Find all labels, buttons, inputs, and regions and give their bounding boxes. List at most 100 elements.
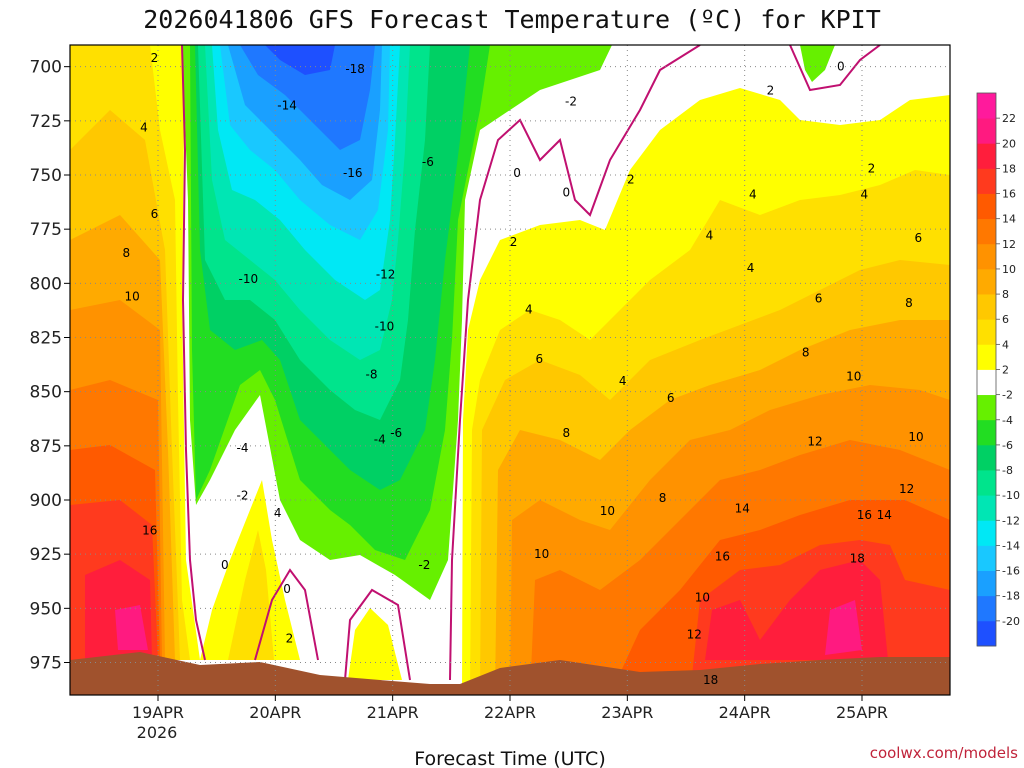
- y-tick-label: 900: [30, 491, 62, 511]
- y-tick-label: 750: [30, 166, 62, 186]
- colorbar-tick-label: 12: [1002, 238, 1016, 251]
- contour-label: 0: [562, 185, 570, 199]
- contour-label: 8: [905, 296, 913, 310]
- contour-label: -18: [345, 62, 365, 76]
- colorbar-tick-label: -4: [1002, 414, 1013, 427]
- zero-line-topright: [789, 45, 881, 92]
- contour-label: 0: [513, 166, 521, 180]
- x-year-label: 2026: [137, 723, 178, 742]
- x-tick-label: 19APR: [132, 703, 184, 722]
- y-tick-label: 875: [30, 437, 62, 457]
- colorbar-swatch: [977, 620, 996, 647]
- x-tick-label: 25APR: [836, 703, 888, 722]
- contour-label: -14: [277, 99, 297, 113]
- warm-band-22: [115, 605, 148, 650]
- contour-labels: 2 4 6 8 10 16 -10 -4 -2 0 4 0 2 -14 -18 -16 -12 -10 -8 -6 -6…: [122, 51, 923, 687]
- colorbar-tick-label: -16: [1002, 565, 1020, 578]
- colorbar-tick-label: -8: [1002, 464, 1013, 477]
- terrain: [70, 652, 950, 695]
- contour-label: 6: [667, 391, 675, 405]
- y-axis: 700 725 750 775 800 825 850 875 900 925 950 975: [30, 58, 70, 674]
- y-tick-label: 975: [30, 654, 62, 674]
- contour-label: 2: [151, 51, 159, 65]
- colorbar-swatch: [977, 470, 996, 496]
- y-tick-label: 725: [30, 112, 62, 132]
- colorbar-tick-label: -12: [1002, 514, 1020, 527]
- contour-label: -6: [390, 426, 402, 440]
- colorbar-tick-label: -6: [1002, 439, 1013, 452]
- colorbar-tick-label: -2: [1002, 389, 1013, 402]
- colorbar-swatch: [977, 168, 996, 194]
- x-tick-label: 23APR: [601, 703, 653, 722]
- y-tick-label: 700: [30, 58, 62, 78]
- warm-right-20: [825, 600, 862, 655]
- y-tick-label: 775: [30, 220, 62, 240]
- plot-area: [70, 45, 950, 695]
- contour-label: -16: [343, 166, 363, 180]
- colorbar-tick-label: 2: [1002, 364, 1009, 377]
- contour-label: 16: [857, 508, 872, 522]
- colorbar-swatch: [977, 444, 996, 471]
- chart-title: 2026041806 GFS Forecast Temperature (ºC)…: [143, 5, 881, 34]
- colorbar-tick-label: -10: [1002, 489, 1020, 502]
- y-tick-label: 825: [30, 329, 62, 349]
- colorbar-swatch: [977, 369, 996, 396]
- colorbar-tick-label: 8: [1002, 288, 1009, 301]
- x-axis-label: Forecast Time (UTC): [414, 748, 605, 768]
- contour-label: 10: [600, 504, 615, 518]
- contour-label: 2: [627, 172, 635, 186]
- gridlines: [70, 45, 950, 695]
- contour-label: 0: [283, 582, 291, 596]
- colorbar-tick-label: 22: [1002, 112, 1016, 125]
- zero-line-right: [449, 45, 701, 681]
- contour-label: 4: [749, 188, 757, 202]
- colorbar-swatch: [977, 545, 996, 571]
- y-tick-label: 850: [30, 383, 62, 403]
- contour-label: -6: [422, 155, 434, 169]
- contour-label: 4: [274, 506, 282, 520]
- colorbar-tick-label: -18: [1002, 590, 1020, 603]
- contour-label: 18: [850, 552, 865, 566]
- contour-label: 6: [151, 207, 159, 221]
- colorbar-swatch: [977, 319, 996, 345]
- colorbar-swatch: [977, 193, 996, 220]
- contour-label: 12: [899, 482, 914, 496]
- credit-link[interactable]: coolwx.com/models: [870, 744, 1018, 762]
- colorbar-swatch: [977, 394, 996, 421]
- colorbar: -20 -18 -16 -14 -12 -10 -8 -6 -4 -2 2 4 6 8 10 12 14 16 18…: [976, 92, 1020, 647]
- contour-label: 8: [122, 246, 130, 260]
- colorbar-swatch: [977, 118, 996, 144]
- contour-label: 10: [846, 370, 861, 384]
- cold-band-minus20: [265, 45, 335, 75]
- colorbar-swatch: [977, 570, 996, 597]
- contour-label: 2: [868, 162, 876, 176]
- contour-label: -8: [366, 367, 378, 381]
- zero-line-left: [181, 45, 206, 661]
- contour-label: -4: [236, 441, 248, 455]
- contour-label: 8: [802, 346, 810, 360]
- colorbar-tick-label: 16: [1002, 188, 1016, 201]
- contour-label: -10: [239, 272, 259, 286]
- contour-label: 12: [807, 435, 822, 449]
- colorbar-swatch: [977, 143, 996, 169]
- contour-label: 14: [735, 502, 750, 516]
- contour-label: -12: [376, 268, 396, 282]
- colorbar-swatch: [977, 419, 996, 446]
- contour-label: 0: [837, 60, 845, 74]
- contour-label: 6: [815, 292, 823, 306]
- colorbar-swatch: [977, 520, 996, 546]
- contour-label: 18: [703, 673, 718, 687]
- contour-label: 4: [747, 261, 755, 275]
- contour-label: 16: [715, 549, 730, 563]
- y-tick-label: 950: [30, 599, 62, 619]
- contour-label: 2: [510, 235, 518, 249]
- colorbar-tick-label: 20: [1002, 137, 1016, 150]
- contour-label: 2: [286, 632, 294, 646]
- contour-label: 10: [695, 591, 710, 605]
- contour-label: 4: [706, 229, 714, 243]
- contour-label: -2: [418, 558, 430, 572]
- contour-label: -4: [374, 432, 386, 446]
- colorbar-tick-label: 4: [1002, 338, 1009, 351]
- contour-label: 4: [525, 302, 533, 316]
